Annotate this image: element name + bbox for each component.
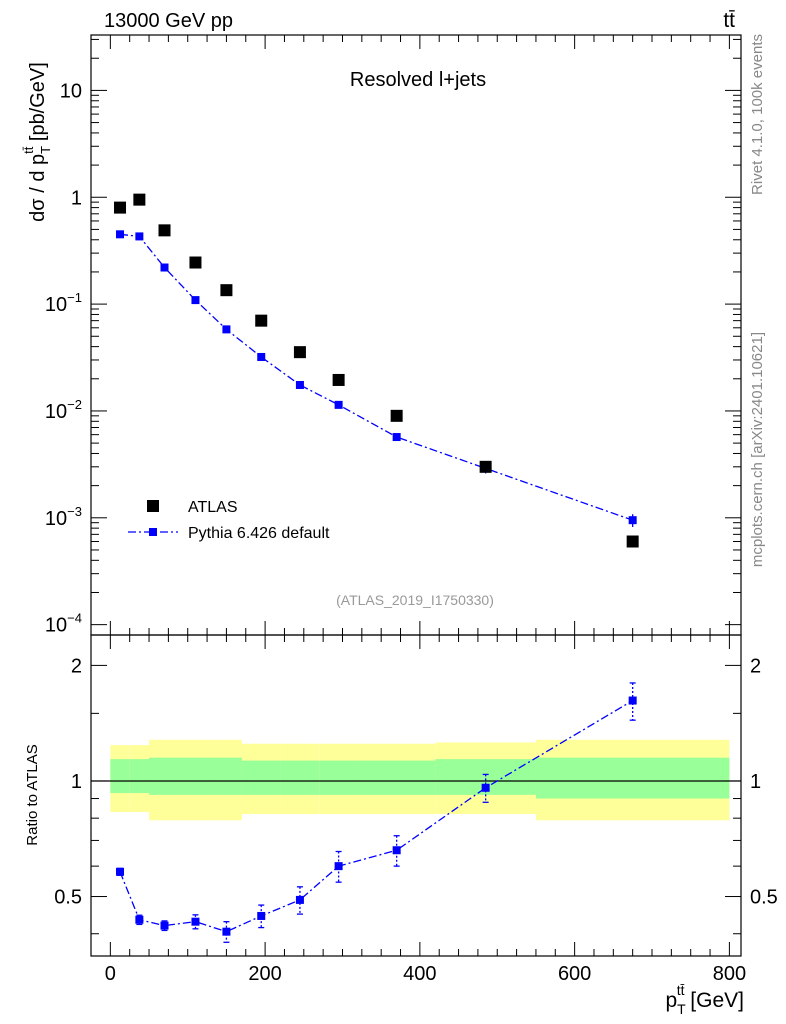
main-ytick-label: 10−4 [45, 611, 82, 637]
main-ytick-label: 10 [60, 80, 82, 102]
ratio-panel: 0 200 400 600 800 0.5 0.5 1 1 2 2 Ratio to ATLAS p… [24, 634, 778, 1017]
ratio-band-inner [179, 757, 211, 795]
main-ytick-label: 10−1 [45, 290, 82, 316]
ratio-band-inner [280, 760, 320, 795]
mc-line [119, 233, 633, 521]
legend-label-atlas: ATLAS [188, 499, 238, 516]
legend: ATLAS Pythia 6.426 default [128, 499, 330, 542]
ratio-point [295, 895, 304, 904]
ratio-xlabel: pTtt̄ [GeV] [665, 982, 744, 1017]
main-ytick-label: 10−2 [45, 397, 82, 423]
ratio-xtick-label: 800 [713, 963, 746, 985]
ratio-ylabel: Ratio to ATLAS [24, 744, 41, 845]
header-right: tt̄ [723, 9, 735, 32]
atlas-point [158, 224, 171, 237]
ratio-ytick-label-right: 0.5 [750, 887, 778, 909]
mc-point [116, 230, 125, 239]
main-ytick-label: 1 [71, 187, 82, 209]
ratio-band-inner [535, 757, 730, 799]
side-text-rivet: Rivet 4.1.0, 100k events [749, 34, 766, 195]
mc-point [295, 380, 304, 389]
main-title: Resolved l+jets [350, 69, 486, 91]
ratio-band-inner [357, 760, 436, 795]
main-ytick-label: 10−3 [45, 504, 82, 530]
ratio-point [135, 915, 144, 924]
ratio-band-inner [210, 757, 242, 795]
watermark: (ATLAS_2019_I1750330) [336, 592, 494, 608]
ratio-frame [90, 634, 742, 957]
ratio-band-inner [149, 757, 180, 795]
atlas-point [133, 193, 146, 206]
ratio-band-inner [129, 759, 150, 794]
ratio-point [392, 846, 401, 855]
atlas-point [293, 346, 306, 359]
mc-point [191, 296, 200, 305]
atlas-point [255, 314, 268, 327]
atlas-point [390, 409, 403, 422]
ratio-point [257, 911, 266, 920]
atlas-point [479, 460, 492, 473]
ratio-xtick-label: 600 [558, 963, 591, 985]
ratio-xtick-label: 0 [105, 963, 116, 985]
ratio-band-inner [110, 759, 130, 794]
ratio-point [334, 862, 343, 871]
main-panel: Resolved l+jets (ATLAS_2019_I1750330) 10… [21, 34, 742, 637]
ratio-ytick-label: 0.5 [54, 887, 82, 909]
atlas-point [220, 284, 233, 297]
atlas-point [189, 256, 202, 269]
ratio-xtick-label: 400 [403, 963, 436, 985]
ratio-point [191, 917, 200, 926]
ratio-point [160, 921, 169, 930]
mc-point [628, 516, 637, 525]
header-left: 13000 GeV pp [104, 10, 233, 32]
atlas-point [332, 373, 345, 386]
atlas-point [114, 201, 127, 214]
ratio-band-inner [241, 760, 281, 795]
ratio-point [481, 783, 490, 792]
ratio-ytick-label-right: 2 [750, 655, 761, 677]
mc-point [135, 232, 144, 241]
ratio-point [222, 927, 231, 936]
mc-point [160, 263, 169, 272]
atlas-point [626, 535, 639, 548]
ratio-ytick-label: 2 [71, 655, 82, 677]
mc-point [334, 400, 343, 409]
legend-marker-mc [149, 528, 157, 536]
ratio-band-inner [319, 760, 358, 795]
mc-point [392, 433, 401, 442]
ratio-ytick-label: 1 [71, 771, 82, 793]
main-frame [90, 34, 742, 636]
ratio-point [628, 696, 637, 705]
legend-label-mc: Pythia 6.426 default [188, 525, 330, 542]
ratio-point [116, 867, 125, 876]
mc-point [257, 352, 266, 361]
ratio-xtick-label: 200 [248, 963, 281, 985]
side-text-mcplots: mcplots.cern.ch [arXiv:2401.10621] [749, 332, 766, 567]
legend-marker-atlas [147, 500, 159, 512]
mc-point [222, 325, 231, 334]
ratio-ytick-label-right: 1 [750, 771, 761, 793]
main-ylabel: dσ / d pTtt̄ [pb/GeV] [21, 62, 53, 222]
